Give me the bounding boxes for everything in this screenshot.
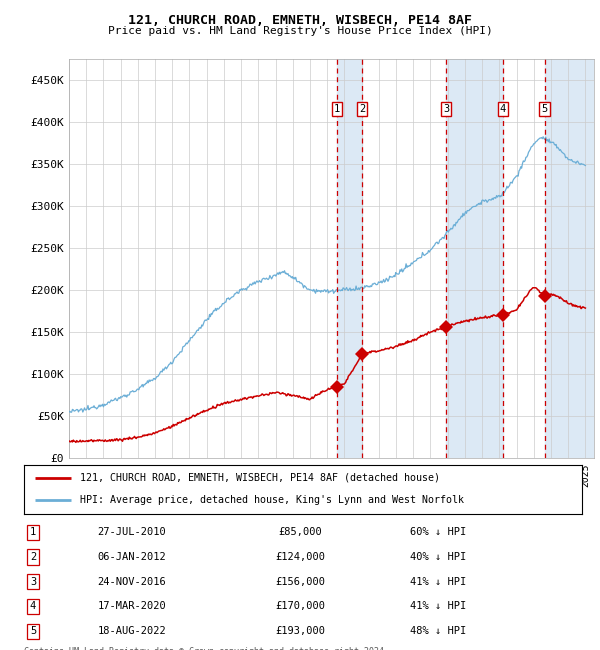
- Text: 24-NOV-2016: 24-NOV-2016: [98, 577, 166, 587]
- Text: 3: 3: [30, 577, 36, 587]
- Text: 4: 4: [30, 601, 36, 612]
- Text: 2: 2: [359, 104, 365, 114]
- Text: 06-JAN-2012: 06-JAN-2012: [98, 552, 166, 562]
- Text: 2: 2: [30, 552, 36, 562]
- Text: 40% ↓ HPI: 40% ↓ HPI: [410, 552, 466, 562]
- Text: Contains HM Land Registry data © Crown copyright and database right 2024.: Contains HM Land Registry data © Crown c…: [24, 647, 389, 650]
- Text: £193,000: £193,000: [275, 626, 325, 636]
- Text: 121, CHURCH ROAD, EMNETH, WISBECH, PE14 8AF (detached house): 121, CHURCH ROAD, EMNETH, WISBECH, PE14 …: [80, 473, 440, 483]
- Bar: [337, 58, 362, 458]
- Text: 5: 5: [541, 104, 548, 114]
- Text: 4: 4: [500, 104, 506, 114]
- Text: £156,000: £156,000: [275, 577, 325, 587]
- Text: £124,000: £124,000: [275, 552, 325, 562]
- Text: £170,000: £170,000: [275, 601, 325, 612]
- Text: 1: 1: [30, 527, 36, 538]
- Bar: [446, 58, 503, 458]
- Text: 18-AUG-2022: 18-AUG-2022: [98, 626, 166, 636]
- Text: 5: 5: [30, 626, 36, 636]
- Text: Price paid vs. HM Land Registry's House Price Index (HPI): Price paid vs. HM Land Registry's House …: [107, 26, 493, 36]
- Text: 3: 3: [443, 104, 449, 114]
- Text: HPI: Average price, detached house, King's Lynn and West Norfolk: HPI: Average price, detached house, King…: [80, 495, 464, 505]
- Text: 27-JUL-2010: 27-JUL-2010: [98, 527, 166, 538]
- Text: 48% ↓ HPI: 48% ↓ HPI: [410, 626, 466, 636]
- Text: 121, CHURCH ROAD, EMNETH, WISBECH, PE14 8AF: 121, CHURCH ROAD, EMNETH, WISBECH, PE14 …: [128, 14, 472, 27]
- Bar: [545, 58, 594, 458]
- Text: 41% ↓ HPI: 41% ↓ HPI: [410, 601, 466, 612]
- Text: 60% ↓ HPI: 60% ↓ HPI: [410, 527, 466, 538]
- Text: 41% ↓ HPI: 41% ↓ HPI: [410, 577, 466, 587]
- Text: 17-MAR-2020: 17-MAR-2020: [98, 601, 166, 612]
- Text: 1: 1: [334, 104, 340, 114]
- Text: £85,000: £85,000: [278, 527, 322, 538]
